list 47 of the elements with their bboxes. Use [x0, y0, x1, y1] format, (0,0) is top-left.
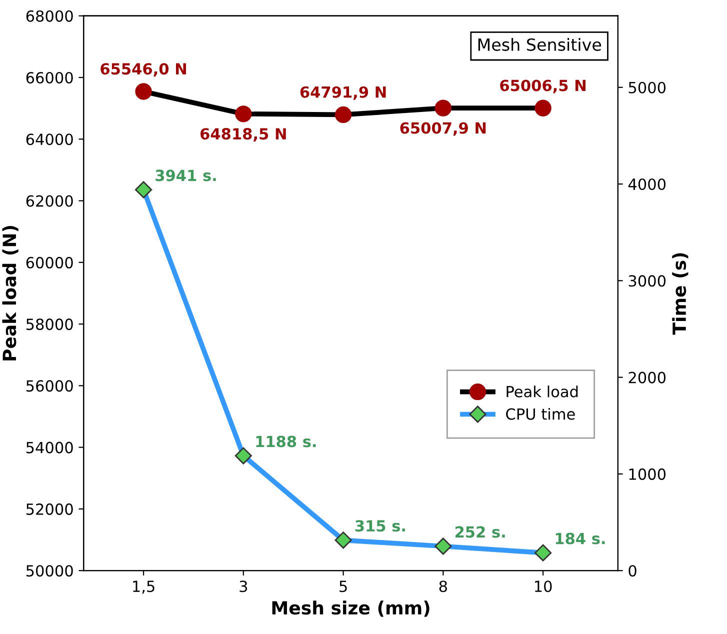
point — [134, 181, 152, 198]
y2-tick-label: 1000 — [629, 468, 666, 480]
y2-tick-label: 2000 — [628, 372, 666, 384]
y2-tick-label: 0 — [628, 565, 636, 577]
point — [135, 83, 152, 100]
y-tick-label: 56000 — [26, 380, 73, 392]
legend-label: CPU time — [506, 408, 575, 420]
data-label: 184 s. — [556, 532, 605, 544]
x-tick-label: 3 — [240, 580, 248, 592]
x-tick-label: 5 — [340, 580, 347, 592]
y-tick-label: 62000 — [26, 195, 73, 207]
y-tick-label: 66000 — [26, 72, 73, 84]
point — [534, 544, 552, 562]
data-label: 65546,0 N — [100, 63, 186, 77]
data-label: 64818,5 N — [200, 128, 286, 142]
y2-axis-title: Time (s) — [672, 253, 688, 335]
data-label: 65006,5 N — [500, 80, 586, 94]
annotation: Mesh Sensitive — [478, 38, 602, 51]
point — [234, 447, 252, 464]
point — [334, 532, 352, 549]
legend-label: Peak load — [506, 386, 578, 398]
x-tick-label: 8 — [439, 580, 447, 592]
data-label: 252 s. — [455, 526, 505, 538]
y-tick-label: 50000 — [26, 565, 73, 577]
point — [235, 106, 252, 122]
y-tick-label: 58000 — [26, 318, 73, 330]
y-axis-title: Peak load (N) — [2, 226, 18, 360]
point — [534, 100, 552, 116]
data-label: 3941 s. — [156, 170, 216, 182]
y-tick-label: 68000 — [26, 10, 73, 22]
point — [334, 106, 352, 124]
x-axis-title: Mesh size (mm) — [272, 600, 430, 617]
y2-tick-label: 5000 — [628, 82, 666, 94]
data-label: 315 s. — [355, 520, 405, 532]
x-tick-label: 1,5 — [133, 580, 154, 594]
data-label: 64791,9 N — [300, 86, 386, 100]
y-tick-label: 60000 — [26, 256, 73, 268]
x-tick-label: 10 — [535, 580, 552, 592]
point — [434, 538, 452, 555]
point — [434, 100, 452, 116]
data-label: 65007,9 N — [400, 122, 486, 136]
y-tick-label: 64000 — [26, 134, 73, 146]
y-tick-label: 52000 — [26, 503, 73, 515]
y-tick-label: 54000 — [26, 442, 73, 454]
y2-tick-label: 3000 — [628, 275, 666, 287]
data-label: 1188 s. — [256, 436, 316, 448]
y2-tick-label: 4000 — [628, 178, 666, 190]
